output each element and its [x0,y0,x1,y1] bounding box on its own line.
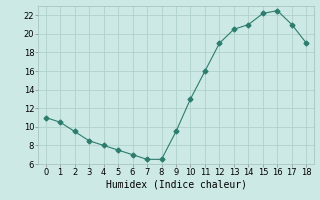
X-axis label: Humidex (Indice chaleur): Humidex (Indice chaleur) [106,180,246,190]
